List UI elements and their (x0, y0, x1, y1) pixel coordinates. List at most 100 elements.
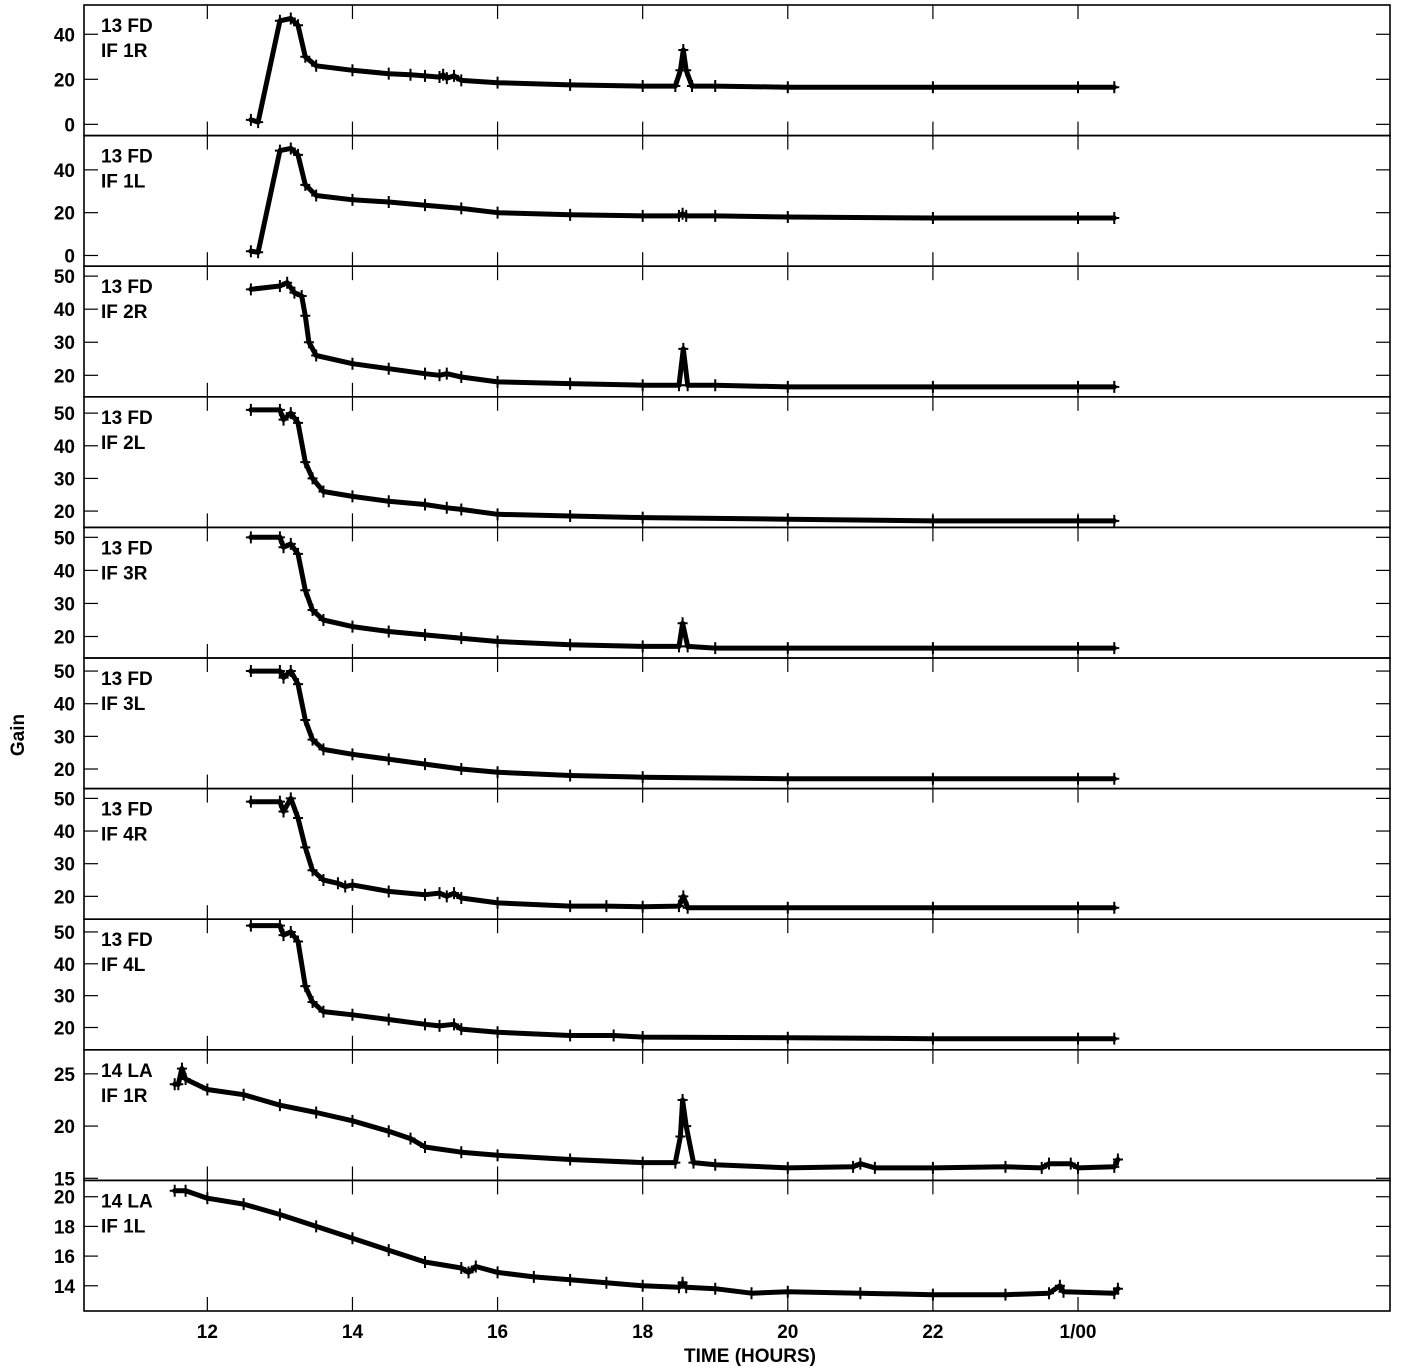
data-point-marker (347, 620, 358, 633)
data-point-marker (1073, 1032, 1084, 1045)
data-point-marker (285, 407, 296, 420)
data-point-marker (565, 769, 576, 782)
data-point-marker (927, 212, 938, 225)
data-point-marker (347, 1008, 358, 1021)
data-point-marker (293, 19, 304, 32)
data-point-marker (492, 375, 503, 388)
panel-1: 0 20 40 13 FD IF 1R (54, 4, 1391, 137)
data-point-marker (492, 508, 503, 521)
x-tick-label: 14 (342, 1322, 364, 1343)
data-point-marker (245, 665, 256, 678)
data-point-marker (253, 116, 264, 129)
x-tick-label: 16 (487, 1322, 508, 1343)
data-point-marker (420, 498, 431, 511)
data-point-marker (420, 1140, 431, 1153)
data-point-marker (449, 887, 460, 900)
y-tick-label: 50 (54, 923, 75, 944)
data-point-marker (420, 758, 431, 771)
series-line (248, 407, 1117, 524)
y-tick-label: 14 (54, 1277, 76, 1298)
data-point-marker (383, 753, 394, 766)
data-point-marker (1112, 1153, 1123, 1166)
data-point-marker (434, 1019, 445, 1032)
data-point-marker (601, 900, 612, 913)
data-point-marker (456, 74, 467, 87)
data-point-marker (746, 1287, 757, 1300)
data-point-marker (1109, 901, 1120, 914)
data-point-marker (637, 900, 648, 913)
data-point-marker (456, 763, 467, 776)
data-point-marker (434, 887, 445, 900)
data-point-marker (1073, 212, 1084, 225)
data-point-marker (383, 1013, 394, 1026)
data-point-marker (245, 113, 256, 126)
data-point-marker (456, 891, 467, 904)
y-tick-label: 0 (64, 246, 75, 267)
data-point-marker (637, 1031, 648, 1044)
data-point-marker (347, 193, 358, 206)
panel-if-label: IF 2R (101, 302, 148, 323)
panel-station-label: 13 FD (101, 277, 153, 298)
data-point-marker (420, 628, 431, 641)
data-point-marker (383, 1125, 394, 1138)
data-point-marker (681, 209, 692, 222)
panel-station-label: 13 FD (101, 147, 153, 168)
data-point-marker (1073, 1161, 1084, 1174)
panel-7: 20 30 40 50 13 FD IF 4R (54, 787, 1391, 920)
panel-9: 15 20 25 14 LA IF 1R (54, 1049, 1391, 1190)
data-point-marker (1000, 1160, 1011, 1173)
data-point-marker (456, 503, 467, 516)
data-point-marker (608, 1029, 619, 1042)
panel-station-label: 13 FD (101, 408, 153, 429)
panel-if-label: IF 1L (101, 1216, 146, 1237)
data-point-marker (307, 864, 318, 877)
series-line (248, 145, 1117, 255)
data-point-marker (311, 349, 322, 362)
data-point-marker (1073, 514, 1084, 527)
panel-frame (83, 1179, 1391, 1312)
data-point-marker (383, 67, 394, 80)
panel-6: 20 30 40 50 13 FD IF 3L (54, 657, 1391, 790)
data-point-marker (927, 1288, 938, 1301)
data-point-marker (1058, 1285, 1069, 1298)
data-point-marker (1112, 1282, 1123, 1295)
data-point-marker (245, 245, 256, 258)
data-point-marker (449, 1018, 460, 1031)
data-point-marker (678, 342, 689, 355)
data-point-marker (278, 805, 289, 818)
data-point-marker (347, 64, 358, 77)
data-point-marker (1109, 642, 1120, 655)
data-point-marker (300, 841, 311, 854)
data-point-marker (670, 80, 681, 93)
data-point-marker (782, 210, 793, 223)
data-point-marker (274, 1208, 285, 1221)
data-point-marker (282, 276, 293, 289)
series-line (248, 534, 1117, 651)
data-point-marker (318, 485, 329, 498)
series-line (172, 1066, 1121, 1171)
data-point-marker (1109, 772, 1120, 785)
data-point-marker (285, 142, 296, 155)
data-point-marker (456, 632, 467, 645)
data-point-marker (869, 1161, 880, 1174)
data-point-marker (180, 1184, 191, 1197)
data-point-marker (637, 511, 648, 524)
data-point-marker (682, 901, 693, 914)
data-point-marker (782, 1285, 793, 1298)
data-point-marker (274, 531, 285, 544)
data-point-marker (293, 416, 304, 429)
data-point-marker (927, 1161, 938, 1174)
data-point-marker (565, 638, 576, 651)
data-point-marker (274, 144, 285, 157)
panel-station-label: 14 LA (101, 1061, 153, 1082)
data-point-marker (492, 635, 503, 648)
data-point-marker (456, 1261, 467, 1274)
data-point-marker (274, 795, 285, 808)
data-point-marker (470, 1260, 481, 1273)
data-point-marker (307, 996, 318, 1009)
data-point-marker (441, 890, 452, 903)
data-point-marker (173, 1078, 184, 1091)
data-point-marker (274, 14, 285, 27)
data-point-marker (637, 80, 648, 93)
data-point-marker (307, 733, 318, 746)
